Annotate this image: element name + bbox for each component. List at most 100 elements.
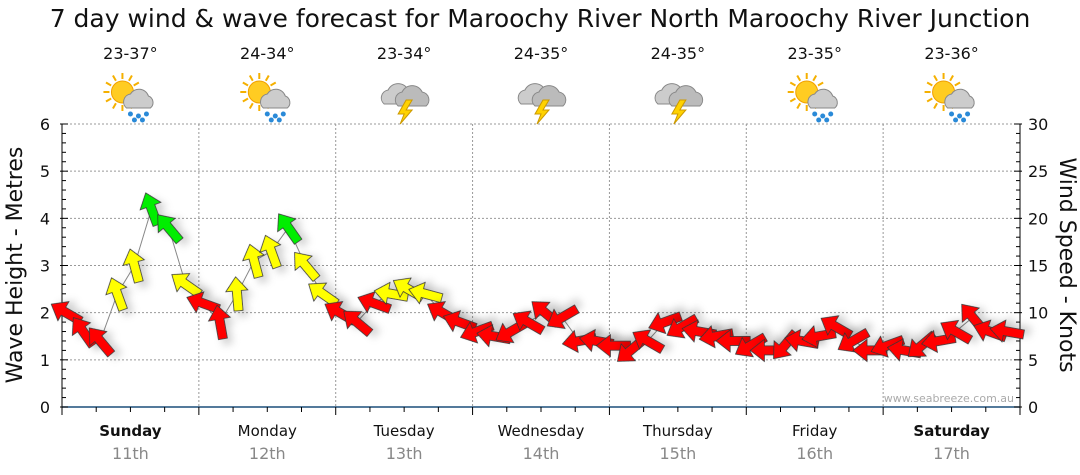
raindrop [816,117,822,123]
raindrop [965,111,971,117]
sun-ray [242,97,249,103]
wind-arrow [512,310,546,336]
wind-arrow [666,313,700,339]
day-temperature: 24-35° [651,44,706,63]
y2-tick-label: 30 [1028,115,1048,134]
day-name-label: Thursday [642,422,713,440]
sun-ray [248,75,254,82]
wind-arrow [940,319,974,345]
wind-arrow [698,325,735,349]
sun-ray [954,81,961,87]
day-temperature: 24-35° [514,44,569,63]
cloud-shape [259,88,291,109]
lightning-shape [670,99,687,125]
wind-arrow [373,281,410,305]
sun-ray [949,75,954,82]
sun-cloud-rain-icon [103,73,154,123]
sun-ray [105,81,112,87]
wind-arrow [357,291,392,314]
raindrop [280,111,286,117]
y-axis-title: Wave Height - Metres [3,147,28,384]
sun-ray [812,75,818,82]
cloud-shape [394,85,430,107]
chart-title: 7 day wind & wave forecast for Maroochy … [49,4,1031,33]
sun-ray [789,97,796,103]
raindrop [131,117,137,123]
y2-tick-label: 25 [1028,162,1048,181]
raindrop [812,111,818,117]
day-date-label: 14th [523,444,560,463]
wind-arrow [546,304,580,329]
wind-arrow [735,332,768,358]
watermark: www.seabreeze.com.au [884,392,1014,405]
day-name-label: Sunday [99,422,162,440]
sun-ray [926,97,933,103]
y2-tick-label: 15 [1028,257,1048,276]
day-date-label: 12th [249,444,286,463]
wind-arrow [259,234,282,270]
sun-ray [789,81,796,87]
sun-cloud-rain-icon [240,73,291,123]
sun-ray [926,81,933,87]
day-name-label: Saturday [913,422,990,440]
sun-ray [242,81,249,87]
day-name-label: Wednesday [498,422,585,440]
y-tick-label: 1 [40,351,50,370]
day-temperature: 23-34° [377,44,432,63]
raindrop [949,111,955,117]
wind-arrow [157,214,184,245]
sun-ray [264,75,270,82]
raindrop [139,117,145,123]
wind-arrow [294,251,321,282]
day-date-label: 16th [796,444,833,463]
y2-tick-label: 5 [1028,351,1038,370]
raindrop [828,111,834,117]
day-date-label: 13th [386,444,423,463]
cloud-lightning-icon [517,83,567,125]
raindrop [276,117,282,123]
cloud-lightning-icon [654,83,704,125]
wind-arrow [242,243,265,279]
y2-axis-title: Wind Speed - Knots [1054,157,1079,372]
cloud-shape [807,88,838,109]
raindrop [272,113,278,119]
day-temperature: 23-36° [924,44,979,63]
y2-tick-label: 20 [1028,209,1048,228]
wind-arrow [88,327,116,358]
raindrop [268,117,274,123]
sun-ray [933,102,938,109]
sun-ray [933,75,938,82]
raindrop [820,113,826,119]
sun-ray [112,75,117,82]
wind-arrow [784,328,820,353]
cloud-shape [123,88,154,109]
day-date-label: 17th [933,444,970,463]
sun-cloud-rain-icon [787,73,838,123]
day-temperature: 23-37° [103,44,158,63]
sun-ray [796,75,802,82]
raindrop [264,111,270,117]
sun-ray [796,102,802,109]
cloud-lightning-icon [380,83,430,125]
sun-ray [133,81,140,87]
sun-ray [248,102,254,109]
wind-arrow [648,311,683,335]
raindrop [127,111,133,117]
wind-arrow [408,281,444,305]
wind-arrow [105,277,128,312]
day-name-label: Monday [238,422,297,440]
raindrop [961,117,967,123]
lightning-shape [397,99,414,125]
y-tick-label: 3 [40,257,50,276]
y2-tick-label: 10 [1028,304,1048,323]
sun-ray [105,97,112,103]
day-temperature: 24-34° [240,44,295,63]
sun-ray [817,81,824,87]
wind-arrow [989,319,1025,343]
raindrop [824,117,830,123]
wind-arrow [122,248,146,284]
sun-ray [270,81,277,87]
day-temperature: 23-35° [787,44,842,63]
wind-arrow [225,276,249,312]
